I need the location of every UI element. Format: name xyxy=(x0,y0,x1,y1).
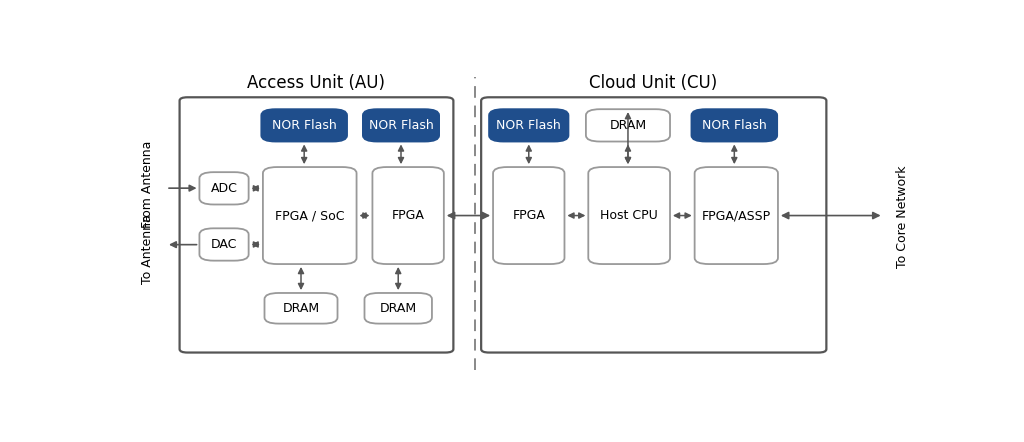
Text: ADC: ADC xyxy=(211,182,238,195)
Text: NOR Flash: NOR Flash xyxy=(369,119,433,132)
FancyBboxPatch shape xyxy=(200,229,249,261)
FancyBboxPatch shape xyxy=(179,97,454,353)
FancyBboxPatch shape xyxy=(362,109,439,141)
FancyBboxPatch shape xyxy=(691,109,777,141)
Text: FPGA: FPGA xyxy=(392,209,425,222)
FancyBboxPatch shape xyxy=(365,293,432,324)
Text: NOR Flash: NOR Flash xyxy=(271,119,337,132)
Text: FPGA / SoC: FPGA / SoC xyxy=(275,209,344,222)
FancyBboxPatch shape xyxy=(261,109,347,141)
Text: DRAM: DRAM xyxy=(380,302,417,315)
FancyBboxPatch shape xyxy=(373,167,443,264)
FancyBboxPatch shape xyxy=(694,167,778,264)
FancyBboxPatch shape xyxy=(200,172,249,205)
Text: DRAM: DRAM xyxy=(609,119,646,132)
Text: Cloud Unit (CU): Cloud Unit (CU) xyxy=(589,74,718,91)
Text: FPGA: FPGA xyxy=(512,209,545,222)
Text: NOR Flash: NOR Flash xyxy=(497,119,561,132)
Text: DAC: DAC xyxy=(211,238,238,251)
FancyBboxPatch shape xyxy=(586,109,670,141)
Text: Host CPU: Host CPU xyxy=(600,209,658,222)
FancyBboxPatch shape xyxy=(494,167,564,264)
FancyBboxPatch shape xyxy=(588,167,670,264)
FancyBboxPatch shape xyxy=(264,293,338,324)
Text: DRAM: DRAM xyxy=(283,302,319,315)
Text: From Antenna: From Antenna xyxy=(140,141,154,228)
Text: FPGA/ASSP: FPGA/ASSP xyxy=(701,209,771,222)
FancyBboxPatch shape xyxy=(489,109,568,141)
FancyBboxPatch shape xyxy=(263,167,356,264)
Text: To Antenna: To Antenna xyxy=(140,214,154,284)
Text: NOR Flash: NOR Flash xyxy=(701,119,767,132)
FancyBboxPatch shape xyxy=(481,97,826,353)
Text: Access Unit (AU): Access Unit (AU) xyxy=(247,74,385,91)
Text: To Core Network: To Core Network xyxy=(896,165,909,268)
